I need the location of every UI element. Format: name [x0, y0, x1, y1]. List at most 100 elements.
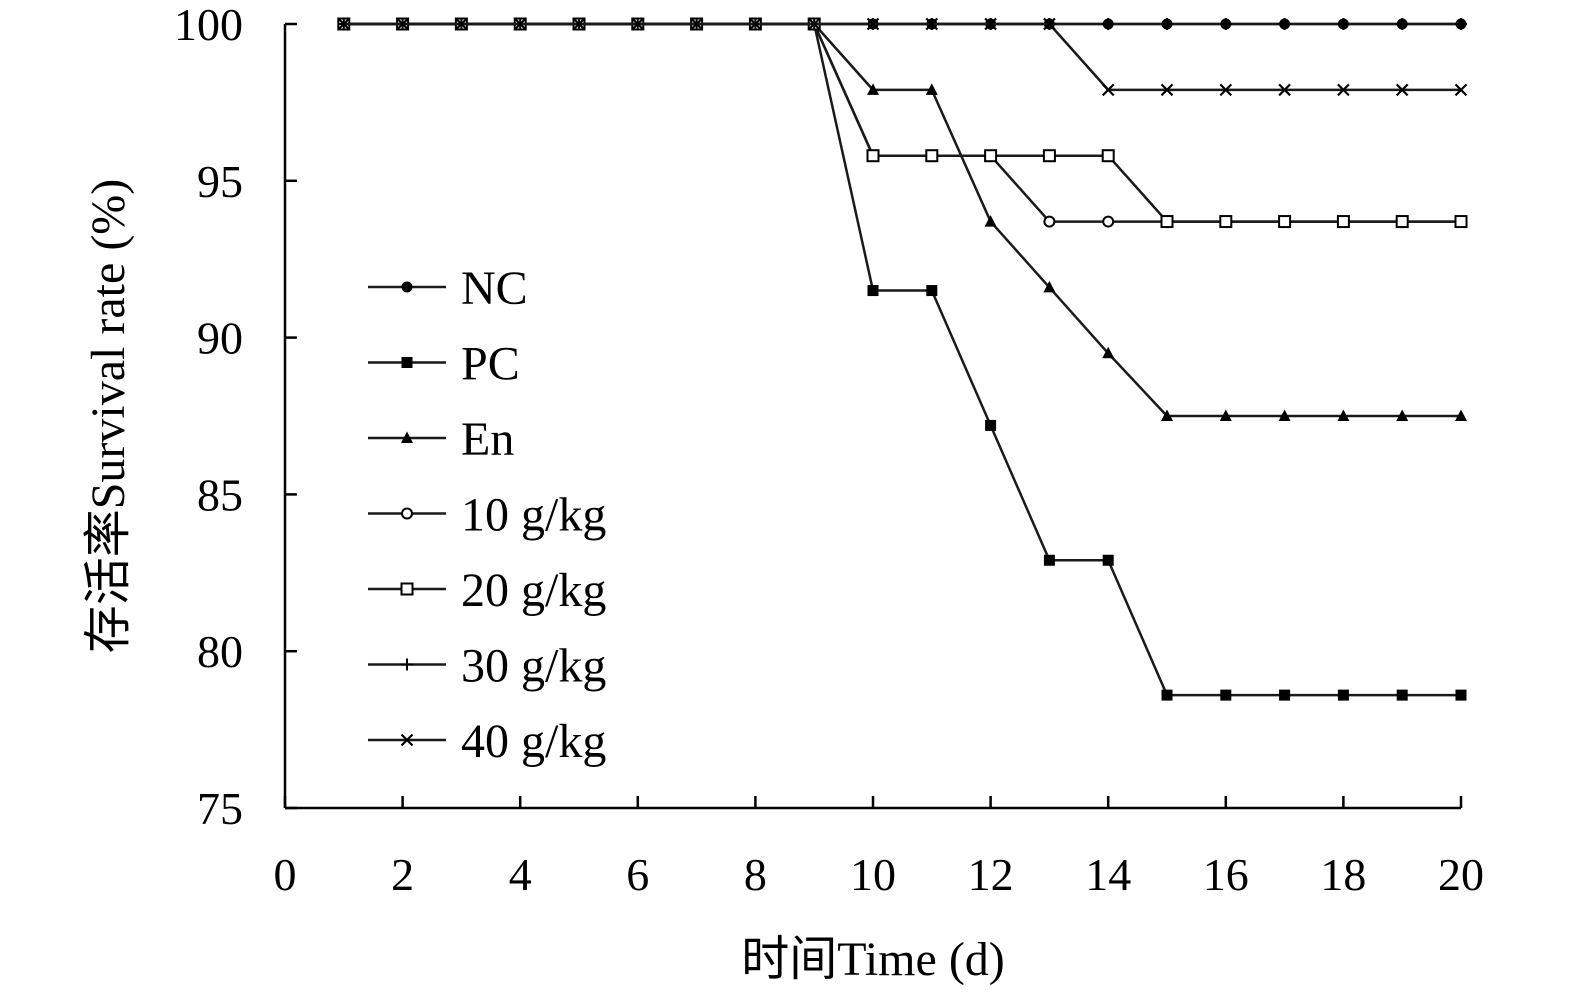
y-tick-label: 75: [197, 783, 243, 834]
x-tick-label: 14: [1085, 849, 1131, 900]
series-10-g-kg: [337, 18, 1467, 228]
legend-item: NC: [368, 262, 528, 315]
data-point: [690, 17, 703, 31]
legend-label: 40 g/kg: [461, 715, 606, 768]
data-point: [807, 17, 821, 31]
data-point: [401, 357, 413, 368]
y-axis-label: 存活率Survival rate (%): [82, 179, 135, 654]
data-point: [1278, 409, 1291, 421]
data-point: [401, 281, 413, 293]
data-point: [1102, 346, 1115, 359]
y-tick-label: 100: [174, 0, 243, 50]
legend-label: En: [461, 413, 514, 466]
legend-item: 10 g/kg: [368, 489, 606, 542]
data-point: [749, 17, 762, 31]
data-point: [1043, 554, 1055, 566]
data-point: [1395, 83, 1409, 97]
data-point: [401, 507, 413, 520]
data-point: [984, 149, 998, 163]
data-point: [1337, 83, 1350, 97]
data-point: [1161, 18, 1173, 30]
series-line: [343, 22, 1461, 92]
x-tick-label: 6: [626, 849, 649, 900]
y-tick-label: 95: [197, 156, 243, 207]
data-point: [1455, 18, 1467, 30]
data-point: [401, 658, 413, 671]
data-point: [1337, 689, 1349, 701]
data-point: [1337, 409, 1350, 421]
series-line: [343, 22, 1461, 223]
legend-item: 30 g/kg: [368, 640, 606, 693]
x-tick-label: 20: [1438, 849, 1484, 900]
series-line: [343, 22, 1461, 223]
data-point: [1455, 689, 1467, 701]
series-40-g-kg: [337, 17, 1468, 97]
data-point: [1454, 215, 1468, 229]
data-point: [455, 17, 468, 31]
data-point: [1102, 215, 1115, 228]
x-axis-label: 时间Time (d): [741, 933, 1005, 986]
data-point: [1396, 18, 1409, 30]
y-ticks: 100 95 90 85 80 75: [174, 0, 297, 834]
data-point: [631, 17, 645, 31]
legend-label: PC: [461, 338, 520, 391]
legend-item: PC: [368, 338, 520, 391]
data-point: [984, 17, 997, 31]
x-tick-label: 12: [968, 849, 1014, 900]
legend: NC PC En 10 g/kg 20 g/kg 30 g/kg 40 g/kg: [368, 262, 606, 768]
x-ticks: 0 2 4 6 8 10 12 14 16 18 20: [274, 796, 1484, 900]
data-point: [1278, 83, 1291, 97]
data-point: [1161, 689, 1173, 701]
data-point: [1219, 83, 1233, 97]
data-point: [572, 17, 586, 31]
data-point: [867, 83, 879, 95]
y-tick-label: 90: [197, 313, 243, 364]
series-20-g-kg: [337, 17, 1468, 229]
x-tick-label: 4: [509, 849, 532, 900]
data-point: [1161, 409, 1173, 421]
data-point: [984, 215, 997, 227]
legend-item: 20 g/kg: [368, 564, 606, 617]
legend-label: 10 g/kg: [461, 489, 606, 542]
x-tick-label: 18: [1320, 849, 1366, 900]
data-point: [1278, 215, 1292, 229]
data-point: [396, 17, 409, 31]
data-point: [1219, 215, 1233, 229]
data-point: [925, 149, 939, 163]
data-point: [1101, 83, 1115, 97]
data-point: [401, 431, 413, 443]
data-point: [1396, 409, 1409, 421]
x-tick-label: 16: [1203, 849, 1249, 900]
x-tick-label: 2: [391, 849, 414, 900]
data-point: [1279, 689, 1291, 701]
data-point: [867, 285, 879, 297]
data-point: [1160, 83, 1174, 97]
data-point: [1160, 215, 1174, 229]
data-point: [1219, 18, 1232, 30]
data-point: [1043, 215, 1056, 228]
x-tick-label: 10: [850, 849, 896, 900]
data-point: [1043, 280, 1056, 293]
legend-label: NC: [461, 262, 528, 315]
data-point: [1454, 83, 1468, 97]
data-point: [985, 419, 997, 431]
data-point: [1336, 215, 1350, 229]
data-point: [1102, 18, 1115, 30]
data-point: [1278, 18, 1291, 30]
series-layer: [337, 17, 1468, 701]
data-point: [866, 17, 880, 31]
data-point: [925, 83, 938, 95]
data-point: [1337, 18, 1350, 30]
data-point: [1219, 409, 1232, 421]
legend-label: 30 g/kg: [461, 640, 606, 693]
y-tick-label: 80: [197, 626, 243, 677]
data-point: [1102, 554, 1114, 566]
data-point: [400, 582, 414, 596]
legend-label: 20 g/kg: [461, 564, 606, 617]
x-tick-label: 0: [274, 849, 297, 900]
data-point: [1395, 215, 1409, 229]
data-point: [1455, 409, 1467, 421]
legend-item: 40 g/kg: [368, 715, 606, 768]
data-point: [866, 149, 880, 163]
